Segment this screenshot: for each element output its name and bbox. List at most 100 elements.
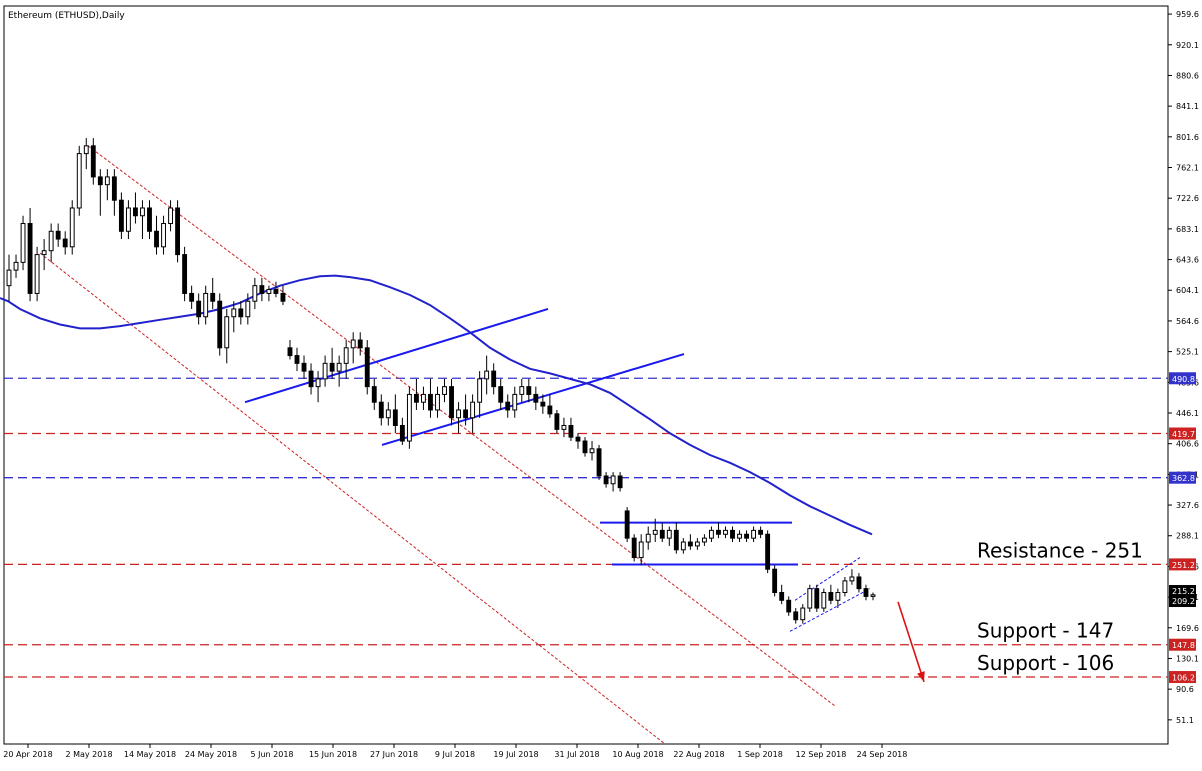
x-tick-label: 14 May 2018 [124, 750, 176, 759]
candle-body [624, 510, 630, 539]
candle-body [97, 176, 103, 186]
candle-body [842, 580, 848, 594]
level-price-label: 251.2 [1172, 561, 1195, 570]
level-price-label: 490.8 [1172, 375, 1195, 384]
current-price-tag [1169, 585, 1196, 608]
candle-body [821, 592, 827, 609]
x-tick-label: 15 Jun 2018 [309, 750, 357, 759]
candle-body [350, 339, 356, 349]
candle-body [196, 300, 202, 318]
candle-body [6, 269, 12, 287]
level-price-tag [1169, 671, 1196, 684]
candle-body [118, 199, 124, 232]
candle-body [603, 475, 609, 485]
candle-body [210, 292, 216, 302]
y-tick-label: 959.6 [1176, 10, 1199, 19]
x-tick-label: 12 Sep 2018 [796, 750, 847, 759]
candle-body [147, 207, 152, 232]
level-annotation: Support - 106 [977, 651, 1114, 675]
candle-body [245, 300, 251, 318]
y-tick-label: 880.6 [1176, 71, 1199, 80]
x-tick-label: 24 Sep 2018 [857, 750, 908, 759]
candle-body [308, 370, 314, 388]
level-annotation: Support - 147 [977, 619, 1114, 643]
candle-body [294, 355, 300, 364]
candle-body [449, 386, 454, 419]
y-tick-label: 51.1 [1176, 716, 1194, 725]
candle-body [111, 176, 117, 201]
candle-body [694, 541, 700, 547]
candle-body [470, 401, 476, 419]
level-price-tag [1169, 427, 1196, 440]
trend-line [794, 557, 861, 601]
candle-body [561, 424, 567, 430]
y-tick-label: 604.1 [1176, 286, 1199, 295]
candle-body [744, 533, 749, 539]
candle-body [687, 541, 693, 547]
candle-body [863, 588, 869, 597]
x-tick-label: 22 Aug 2018 [673, 750, 724, 759]
candle-body [364, 347, 370, 388]
x-tick-label: 1 Sep 2018 [737, 750, 783, 759]
y-tick-label: 643.6 [1176, 256, 1199, 265]
trend-line [244, 308, 549, 404]
candle-body [343, 347, 349, 364]
candle-body [680, 541, 686, 551]
y-tick-label: 564.6 [1176, 317, 1199, 326]
y-tick-label: 169.6 [1176, 624, 1199, 633]
x-tick-label: 2 May 2018 [65, 750, 112, 759]
candle-body [765, 533, 771, 570]
candle-body [484, 370, 490, 380]
candle-body [730, 529, 735, 539]
candle-body [716, 529, 721, 535]
candle-body [104, 176, 110, 186]
level-price-label: 362.8 [1172, 474, 1195, 483]
candle-body [758, 529, 764, 535]
candle-body [83, 145, 89, 155]
y-tick-label: 683.1 [1176, 225, 1199, 234]
y-tick-label: 288.1 [1176, 532, 1199, 541]
candle-body [378, 401, 384, 419]
candle-body [34, 254, 40, 294]
candle-body [133, 207, 138, 217]
candle-body [828, 592, 834, 601]
candle-body [505, 401, 511, 411]
candle-body [168, 207, 173, 225]
candle-body [287, 347, 293, 357]
x-tick-label: 19 Jul 2018 [493, 750, 538, 759]
forecast-arrow-head [917, 671, 925, 682]
candle-body [62, 238, 68, 248]
candle-body [399, 424, 405, 442]
candle-body [90, 145, 96, 178]
candle-body [666, 529, 672, 539]
candle-body [638, 541, 644, 559]
candle-body [814, 588, 820, 609]
candle-body [259, 285, 265, 294]
candle-body [55, 230, 61, 240]
x-tick-label: 24 May 2018 [185, 750, 237, 759]
candle-body [779, 592, 785, 601]
candle-body [498, 386, 504, 403]
candle-body [161, 223, 166, 248]
candle-body [428, 393, 433, 411]
candle-body [737, 533, 742, 539]
x-tick-label: 5 Jun 2018 [250, 750, 293, 759]
candle-body [709, 529, 714, 539]
candle-body [371, 386, 377, 403]
level-price-tag [1169, 638, 1196, 651]
candle-body [280, 292, 286, 302]
candle-body [645, 533, 651, 543]
candle-body [723, 529, 728, 535]
candle-body [217, 300, 223, 349]
candle-body [27, 223, 33, 294]
candle-body [315, 378, 321, 388]
candle-body [301, 362, 307, 372]
candle-body [329, 362, 335, 372]
candle-body [533, 393, 539, 403]
y-tick-label: 722.6 [1176, 194, 1199, 203]
candle-body [273, 289, 279, 294]
candle-body [800, 607, 806, 621]
level-price-tag [1169, 558, 1196, 571]
level-price-label: 147.8 [1172, 641, 1195, 650]
